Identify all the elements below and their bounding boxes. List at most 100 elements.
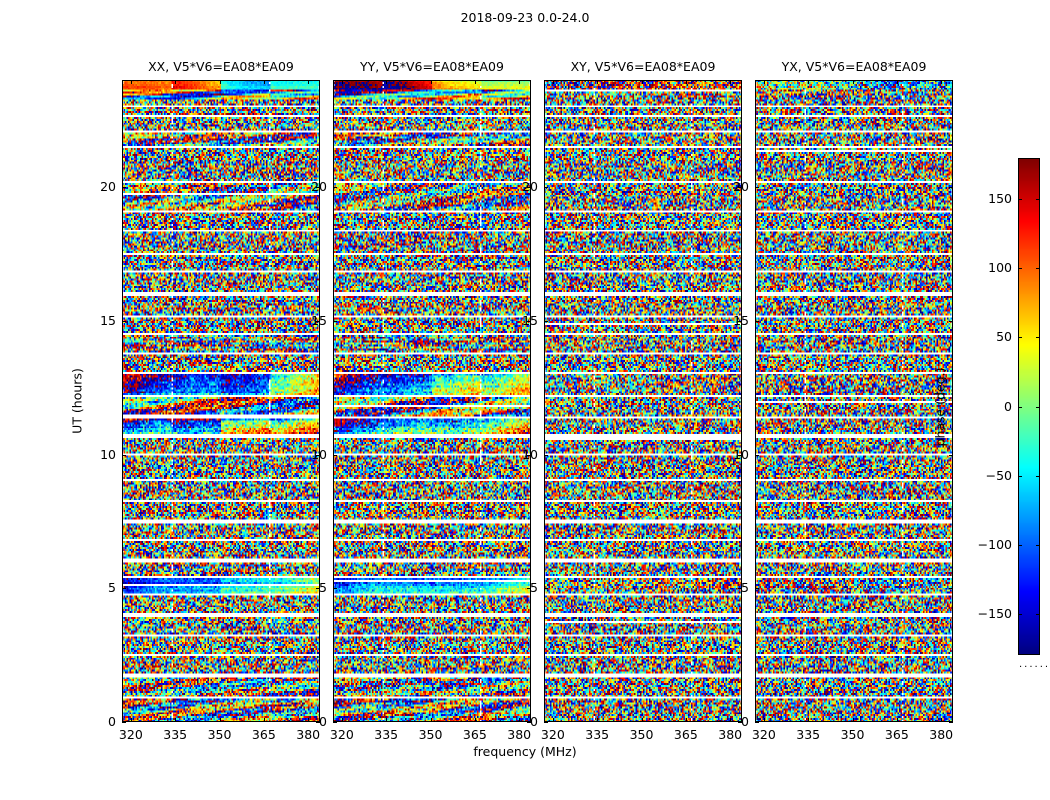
y-ticklabel-xx-10: 10 (100, 446, 116, 462)
phase-waterfall-image (333, 80, 531, 722)
colorbar-tick-50 (1018, 337, 1022, 339)
panel-title-yx: YX, V5*V6=EA08*EA09 (781, 59, 927, 74)
y-ticklabel-yx-0: 0 (741, 714, 749, 729)
x-ticklabel-yx-350: 350 (840, 727, 865, 742)
x-ticklabel-xx-350: 350 (207, 727, 232, 742)
colorbar-tick-150 (1036, 199, 1040, 201)
colorbar-tick--150 (1036, 613, 1040, 615)
y-ticklabel-xx-5: 5 (108, 580, 116, 596)
figure-suptitle: 2018-09-23 0.0-24.0 (460, 10, 590, 25)
colorbar-tick-0 (1018, 406, 1022, 408)
x-tick-xy-365 (685, 718, 687, 722)
colorbar-ticklabel--100: −100 (977, 536, 1012, 552)
y-axis-label: UT (hours) (69, 368, 85, 434)
x-tick-yx-365 (896, 80, 898, 84)
x-tick-yy-350 (430, 718, 432, 722)
y-tick-yy-15 (333, 320, 337, 322)
colorbar-tick-100 (1018, 268, 1022, 270)
y-tick-xy-15 (738, 320, 742, 322)
x-tick-xx-320 (130, 718, 132, 722)
y-tick-yy-0 (333, 722, 337, 723)
x-tick-xx-380 (308, 80, 310, 84)
panel-xy[interactable]: XY, V5*V6=EA08*EA09 (544, 60, 742, 723)
y-ticklabel-yx-5: 5 (741, 580, 749, 596)
x-ticklabel-yy-365: 365 (462, 727, 487, 742)
x-ticklabel-yx-335: 335 (796, 727, 821, 742)
phase-waterfall-image (544, 80, 742, 722)
colorbar-tick-150 (1018, 199, 1022, 201)
panel-yx[interactable]: YX, V5*V6=EA08*EA09 (755, 60, 953, 723)
x-tick-xy-350 (641, 80, 643, 84)
x-ticklabel-yx-320: 320 (751, 727, 776, 742)
colorbar-ticklabel-100: 100 (988, 260, 1012, 276)
x-tick-yy-320 (341, 80, 343, 84)
panel-yy[interactable]: YY, V5*V6=EA08*EA09 (333, 60, 531, 723)
x-tick-yy-350 (430, 80, 432, 84)
x-ticklabel-yy-335: 335 (374, 727, 399, 742)
colorbar[interactable] (1018, 158, 1040, 655)
x-ticklabel-yy-320: 320 (329, 727, 354, 742)
y-ticklabel-xx-15: 15 (100, 312, 116, 328)
y-tick-xx-0 (316, 722, 320, 723)
y-tick-yx-0 (949, 722, 953, 723)
y-tick-yy-10 (333, 454, 337, 456)
x-tick-yx-365 (896, 718, 898, 722)
x-tick-yx-350 (852, 718, 854, 722)
x-tick-xx-335 (175, 718, 177, 722)
colorbar-gradient (1018, 158, 1040, 655)
x-tick-xy-380 (730, 718, 732, 722)
x-tick-xx-320 (130, 80, 132, 84)
y-tick-yy-10 (527, 454, 531, 456)
x-tick-xy-380 (730, 80, 732, 84)
y-tick-yx-0 (755, 722, 759, 723)
y-tick-xx-20 (316, 187, 320, 188)
y-tick-xy-15 (544, 320, 548, 322)
y-tick-xy-10 (738, 454, 742, 456)
phase-waterfall-image (755, 80, 953, 722)
y-tick-xy-20 (738, 187, 742, 188)
phase-waterfall-image (122, 80, 320, 722)
y-ticklabel-xx-20: 20 (100, 179, 116, 194)
x-tick-yy-365 (474, 80, 476, 84)
y-tick-xy-5 (544, 588, 548, 590)
colorbar-tick--150 (1018, 613, 1022, 615)
y-tick-xx-5 (316, 588, 320, 590)
x-tick-yx-350 (852, 80, 854, 84)
x-tick-xx-335 (175, 80, 177, 84)
y-tick-xx-15 (122, 320, 126, 322)
x-ticklabel-xy-320: 320 (540, 727, 565, 742)
colorbar-tick--100 (1018, 544, 1022, 546)
colorbar-tick-0 (1036, 406, 1040, 408)
x-ticklabel-yy-380: 380 (507, 727, 532, 742)
x-tick-xx-350 (219, 718, 221, 722)
y-tick-yx-5 (949, 588, 953, 590)
y-tick-yy-5 (527, 588, 531, 590)
colorbar-tick--50 (1036, 475, 1040, 477)
x-tick-yy-365 (474, 718, 476, 722)
x-tick-yx-335 (808, 80, 810, 84)
x-tick-yy-380 (519, 718, 521, 722)
y-tick-yy-5 (333, 588, 337, 590)
x-ticklabel-xx-380: 380 (296, 727, 321, 742)
y-tick-xy-10 (544, 454, 548, 456)
y-tick-xy-0 (738, 722, 742, 723)
x-tick-xy-335 (597, 718, 599, 722)
y-ticklabel-yy-0: 0 (319, 714, 327, 729)
y-tick-yy-15 (527, 320, 531, 322)
y-tick-yx-15 (949, 320, 953, 322)
x-tick-yx-380 (941, 718, 943, 722)
y-tick-xy-20 (544, 187, 548, 188)
x-tick-yx-320 (763, 80, 765, 84)
x-ticklabel-yx-365: 365 (884, 727, 909, 742)
panel-xx[interactable]: XX, V5*V6=EA08*EA09 (122, 60, 320, 723)
colorbar-ticklabel-150: 150 (988, 191, 1012, 207)
x-ticklabel-yy-350: 350 (418, 727, 443, 742)
x-ticklabel-xy-350: 350 (629, 727, 654, 742)
y-ticklabel-xy-0: 0 (530, 714, 538, 729)
y-ticklabel-xx-0: 0 (108, 714, 116, 729)
x-axis-label: frequency (MHz) (473, 744, 577, 759)
y-tick-xx-10 (122, 454, 126, 456)
x-tick-yx-380 (941, 80, 943, 84)
x-tick-yy-335 (386, 718, 388, 722)
